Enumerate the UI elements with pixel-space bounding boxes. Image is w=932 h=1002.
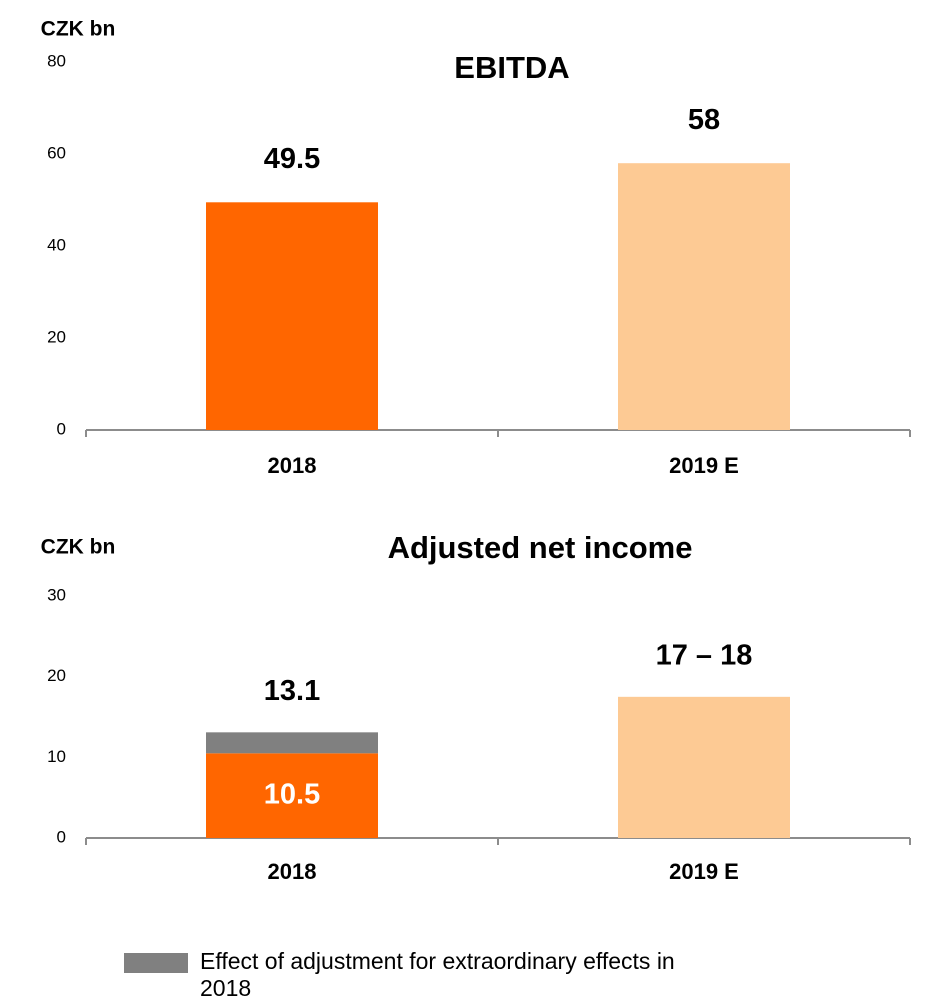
x-tick-label: 2018: [268, 859, 317, 884]
y-tick-label: 30: [47, 585, 66, 604]
y-tick-label: 40: [47, 235, 66, 254]
y-axis-label: CZK bn: [41, 18, 116, 41]
y-tick-label: 0: [57, 419, 66, 438]
total-label: 13.1: [264, 675, 320, 707]
bar: [618, 163, 790, 430]
chart: EBITDA CZK bn 0 20 40 60 80 2018 49.5 2019 E 58 Adj…: [41, 18, 911, 973]
legend-swatch: [124, 953, 188, 973]
value-label: 49.5: [264, 143, 320, 175]
y-tick-label: 80: [47, 51, 66, 70]
x-tick-label: 2018: [268, 453, 317, 478]
y-tick-label: 0: [57, 827, 66, 846]
y-tick-label: 20: [47, 327, 66, 346]
chart-title: Adjusted net income: [388, 530, 693, 565]
x-tick-label: 2019 E: [669, 453, 739, 478]
bar-segment: [618, 696, 790, 838]
value-label: 58: [688, 104, 720, 136]
page: {"chart_data": [ {"type": "bar", "title"…: [40, 17, 911, 1001]
y-tick-label: 20: [47, 666, 66, 685]
chart-title: EBITDA: [454, 50, 569, 85]
x-tick-label: 2019 E: [669, 859, 739, 884]
bar-segment: [206, 732, 378, 754]
bar: [206, 202, 378, 430]
bar-segment: [206, 753, 378, 838]
y-tick-label: 60: [47, 143, 66, 162]
y-axis-label: CZK bn: [41, 536, 116, 559]
value-label: 10.5: [264, 778, 320, 810]
legend-label: Effect of adjustment for extraordinary e…: [200, 948, 675, 1001]
y-tick-label: 10: [47, 747, 66, 766]
value-label: 17 – 18: [656, 639, 753, 671]
